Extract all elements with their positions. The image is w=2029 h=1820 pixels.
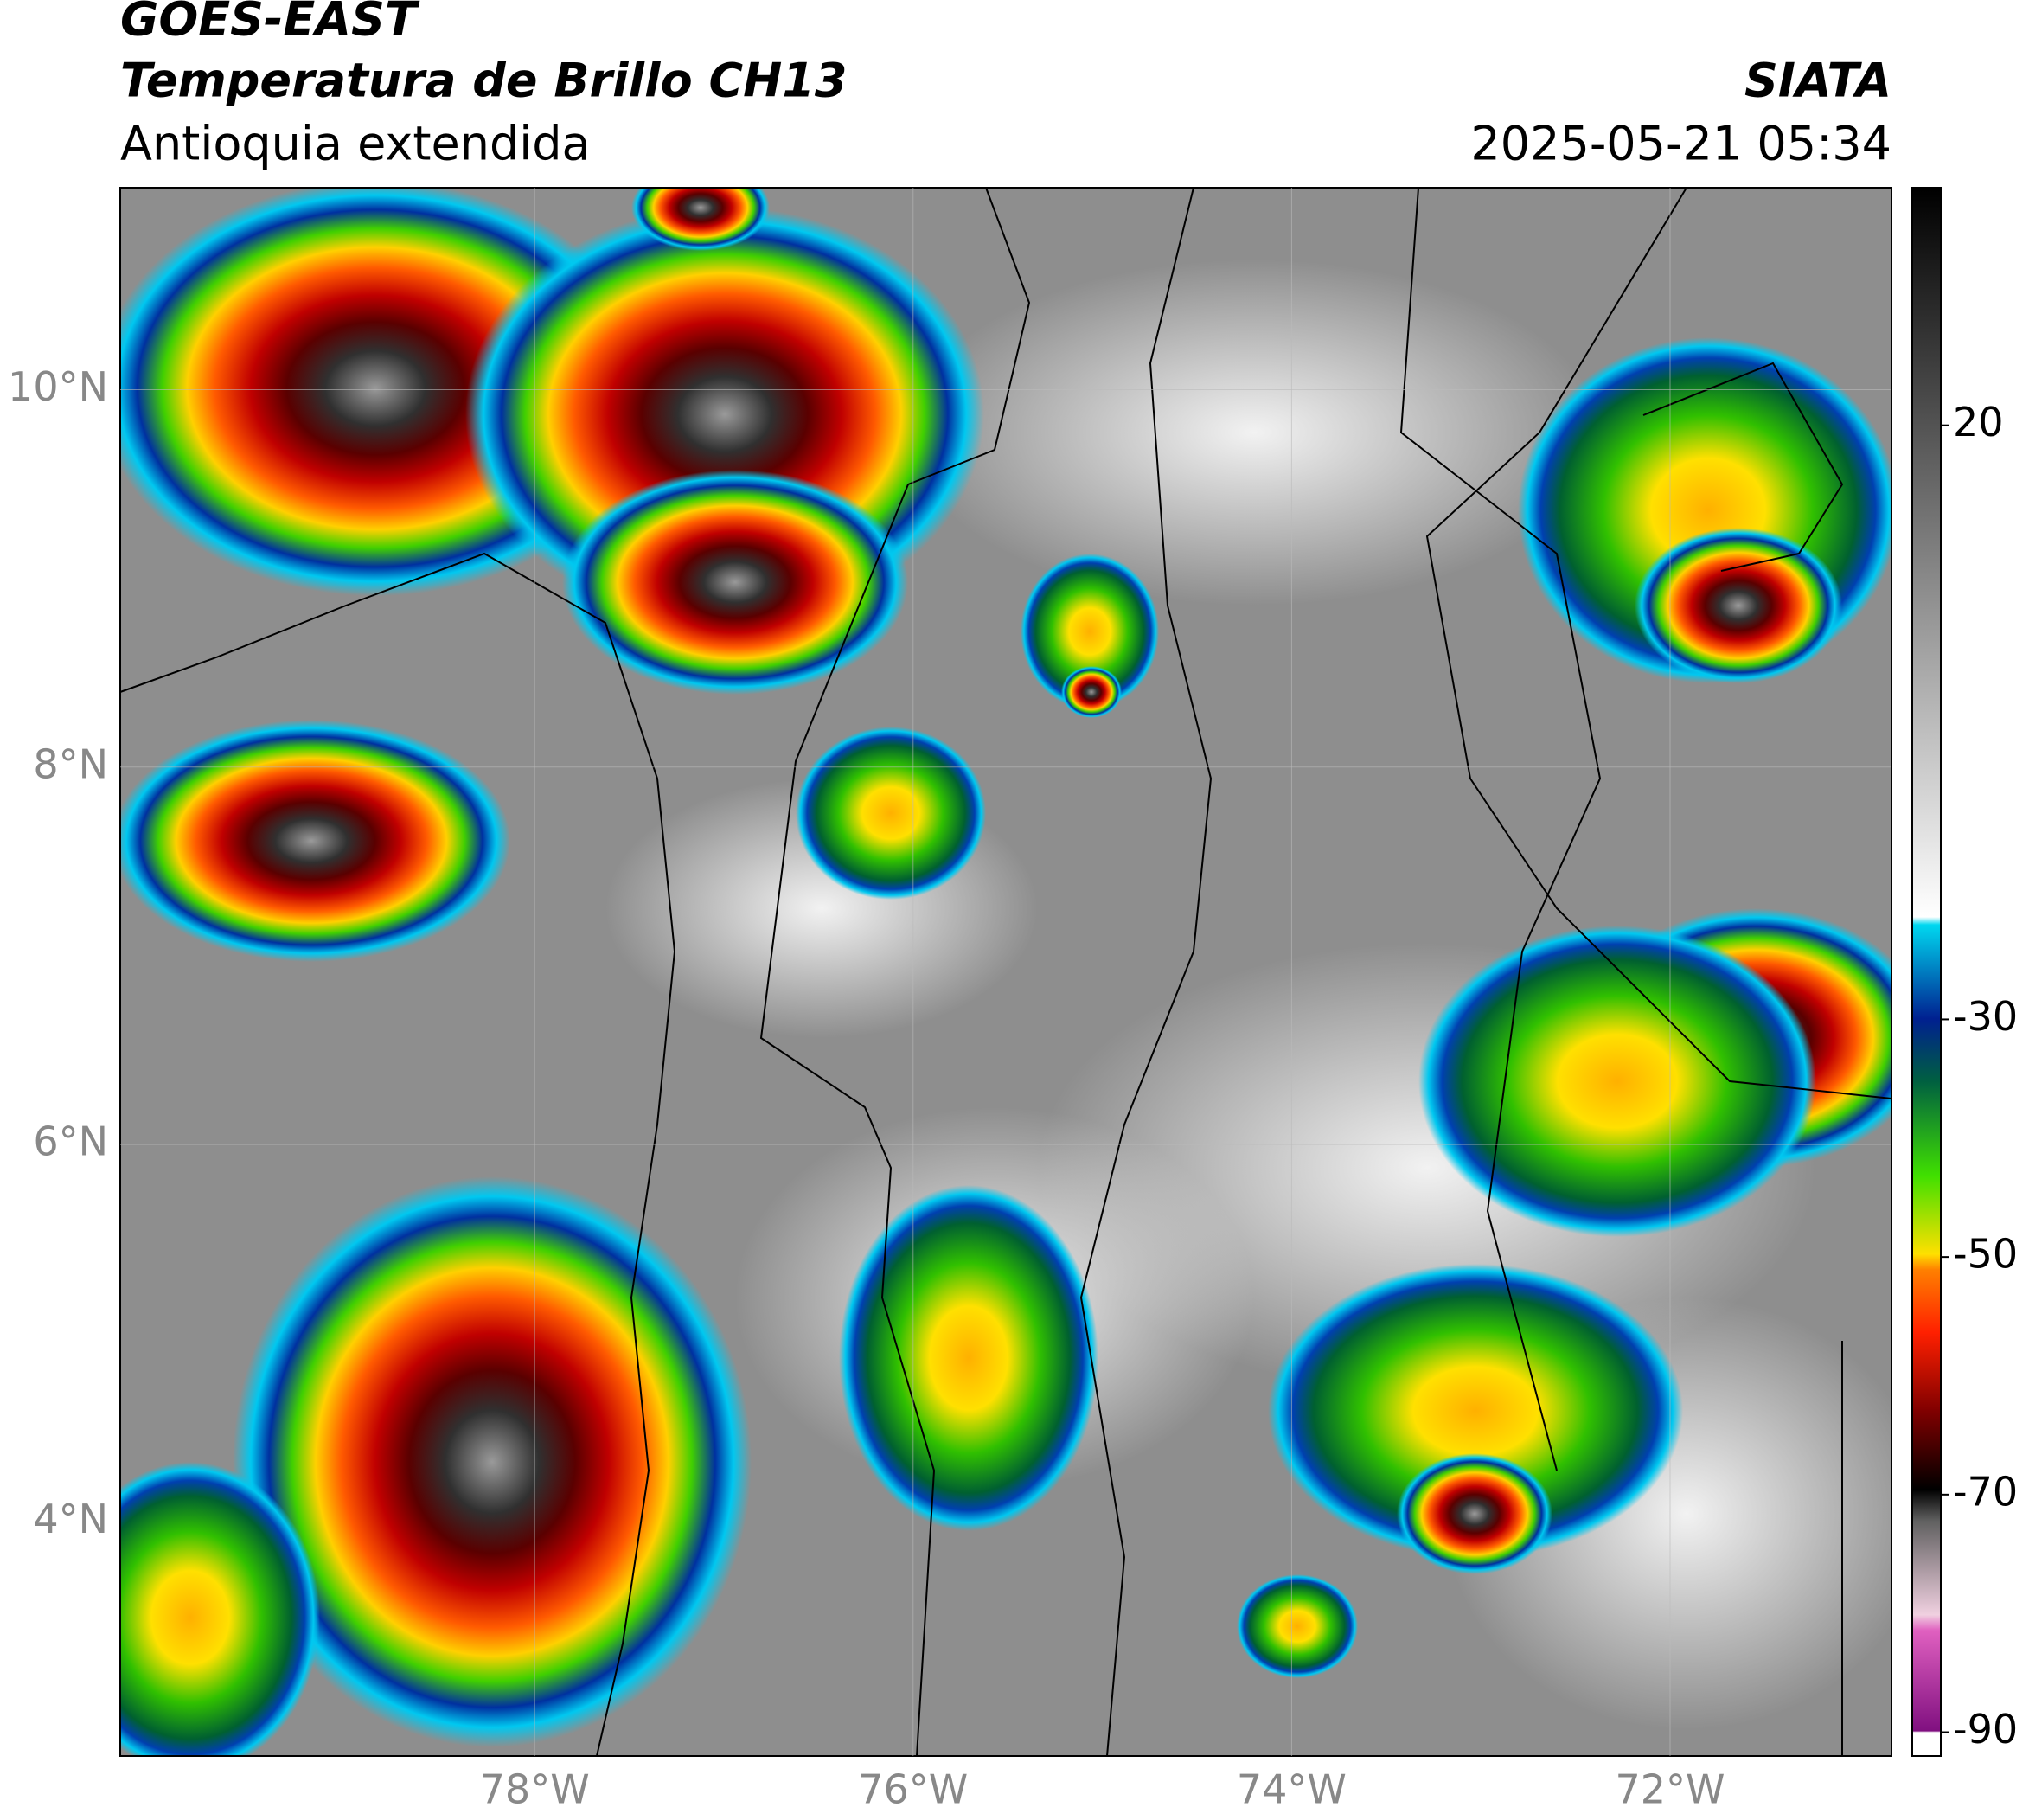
colorbar-tick-label: -30	[1953, 993, 2018, 1040]
colorbar	[1911, 187, 1942, 1757]
title: GOES-EAST	[120, 0, 420, 47]
y-tick-label: 6°N	[33, 1118, 108, 1165]
map-frame	[119, 187, 1892, 1757]
y-tick-label: 8°N	[33, 740, 108, 787]
colorbar-tick-label: -90	[1953, 1706, 2018, 1753]
colorbar-tick-label: -50	[1953, 1231, 2018, 1278]
title: Temperatura de Brillo CH13	[120, 54, 848, 108]
datetime: 2025-05-21 05:34	[1470, 117, 1891, 171]
agency: SIATA	[1744, 54, 1891, 108]
y-tick-label: 4°N	[33, 1496, 108, 1542]
x-tick-label: 76°W	[858, 1766, 968, 1813]
colorbar-tick-label: 20	[1953, 399, 2004, 445]
x-tick-label: 74°W	[1237, 1766, 1347, 1813]
x-tick-label: 72°W	[1615, 1766, 1725, 1813]
colorbar-tick-label: -70	[1953, 1468, 2018, 1515]
subtitle: Antioquia extendida	[120, 117, 591, 171]
y-tick-label: 10°N	[8, 363, 108, 410]
x-tick-label: 78°W	[480, 1766, 590, 1813]
satellite-image	[120, 188, 1891, 1756]
